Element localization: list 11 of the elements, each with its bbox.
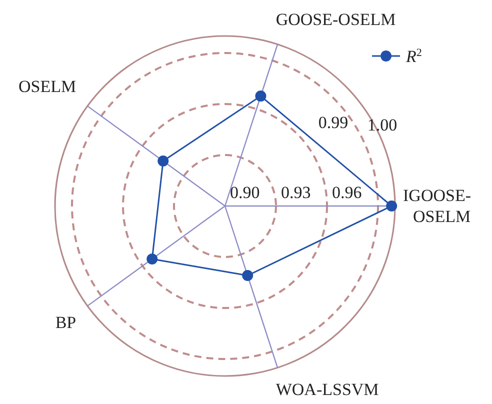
spoke-label: BP <box>55 313 76 332</box>
y-tick-label: 0.99 <box>318 113 348 132</box>
y-tick-label: 0.90 <box>230 183 260 202</box>
y-tick-label: 0.96 <box>332 183 362 202</box>
y-tick-label: 0.93 <box>281 183 311 202</box>
spoke-label: OSELM <box>18 76 76 96</box>
spoke-label: GOOSE-OSELM <box>276 10 396 30</box>
legend-label: R$^{2}$ <box>405 47 422 66</box>
spoke-label: IGOOSE-OSELM <box>403 186 472 226</box>
y-tick-label: 1.00 <box>367 116 398 134</box>
spoke-label: WOA-LSSVM <box>276 380 379 399</box>
